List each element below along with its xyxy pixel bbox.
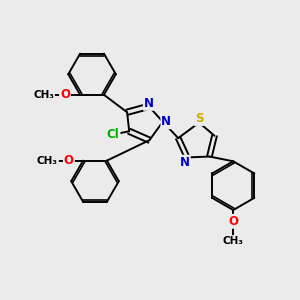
- Text: O: O: [228, 215, 238, 228]
- Text: N: N: [144, 97, 154, 110]
- Text: CH₃: CH₃: [37, 156, 58, 166]
- Text: CH₃: CH₃: [33, 90, 54, 100]
- Text: O: O: [60, 88, 70, 101]
- Text: S: S: [195, 112, 203, 125]
- Text: O: O: [64, 154, 74, 167]
- Text: CH₃: CH₃: [223, 236, 244, 246]
- Text: N: N: [180, 156, 190, 169]
- Text: N: N: [161, 115, 171, 128]
- Text: Cl: Cl: [107, 128, 119, 141]
